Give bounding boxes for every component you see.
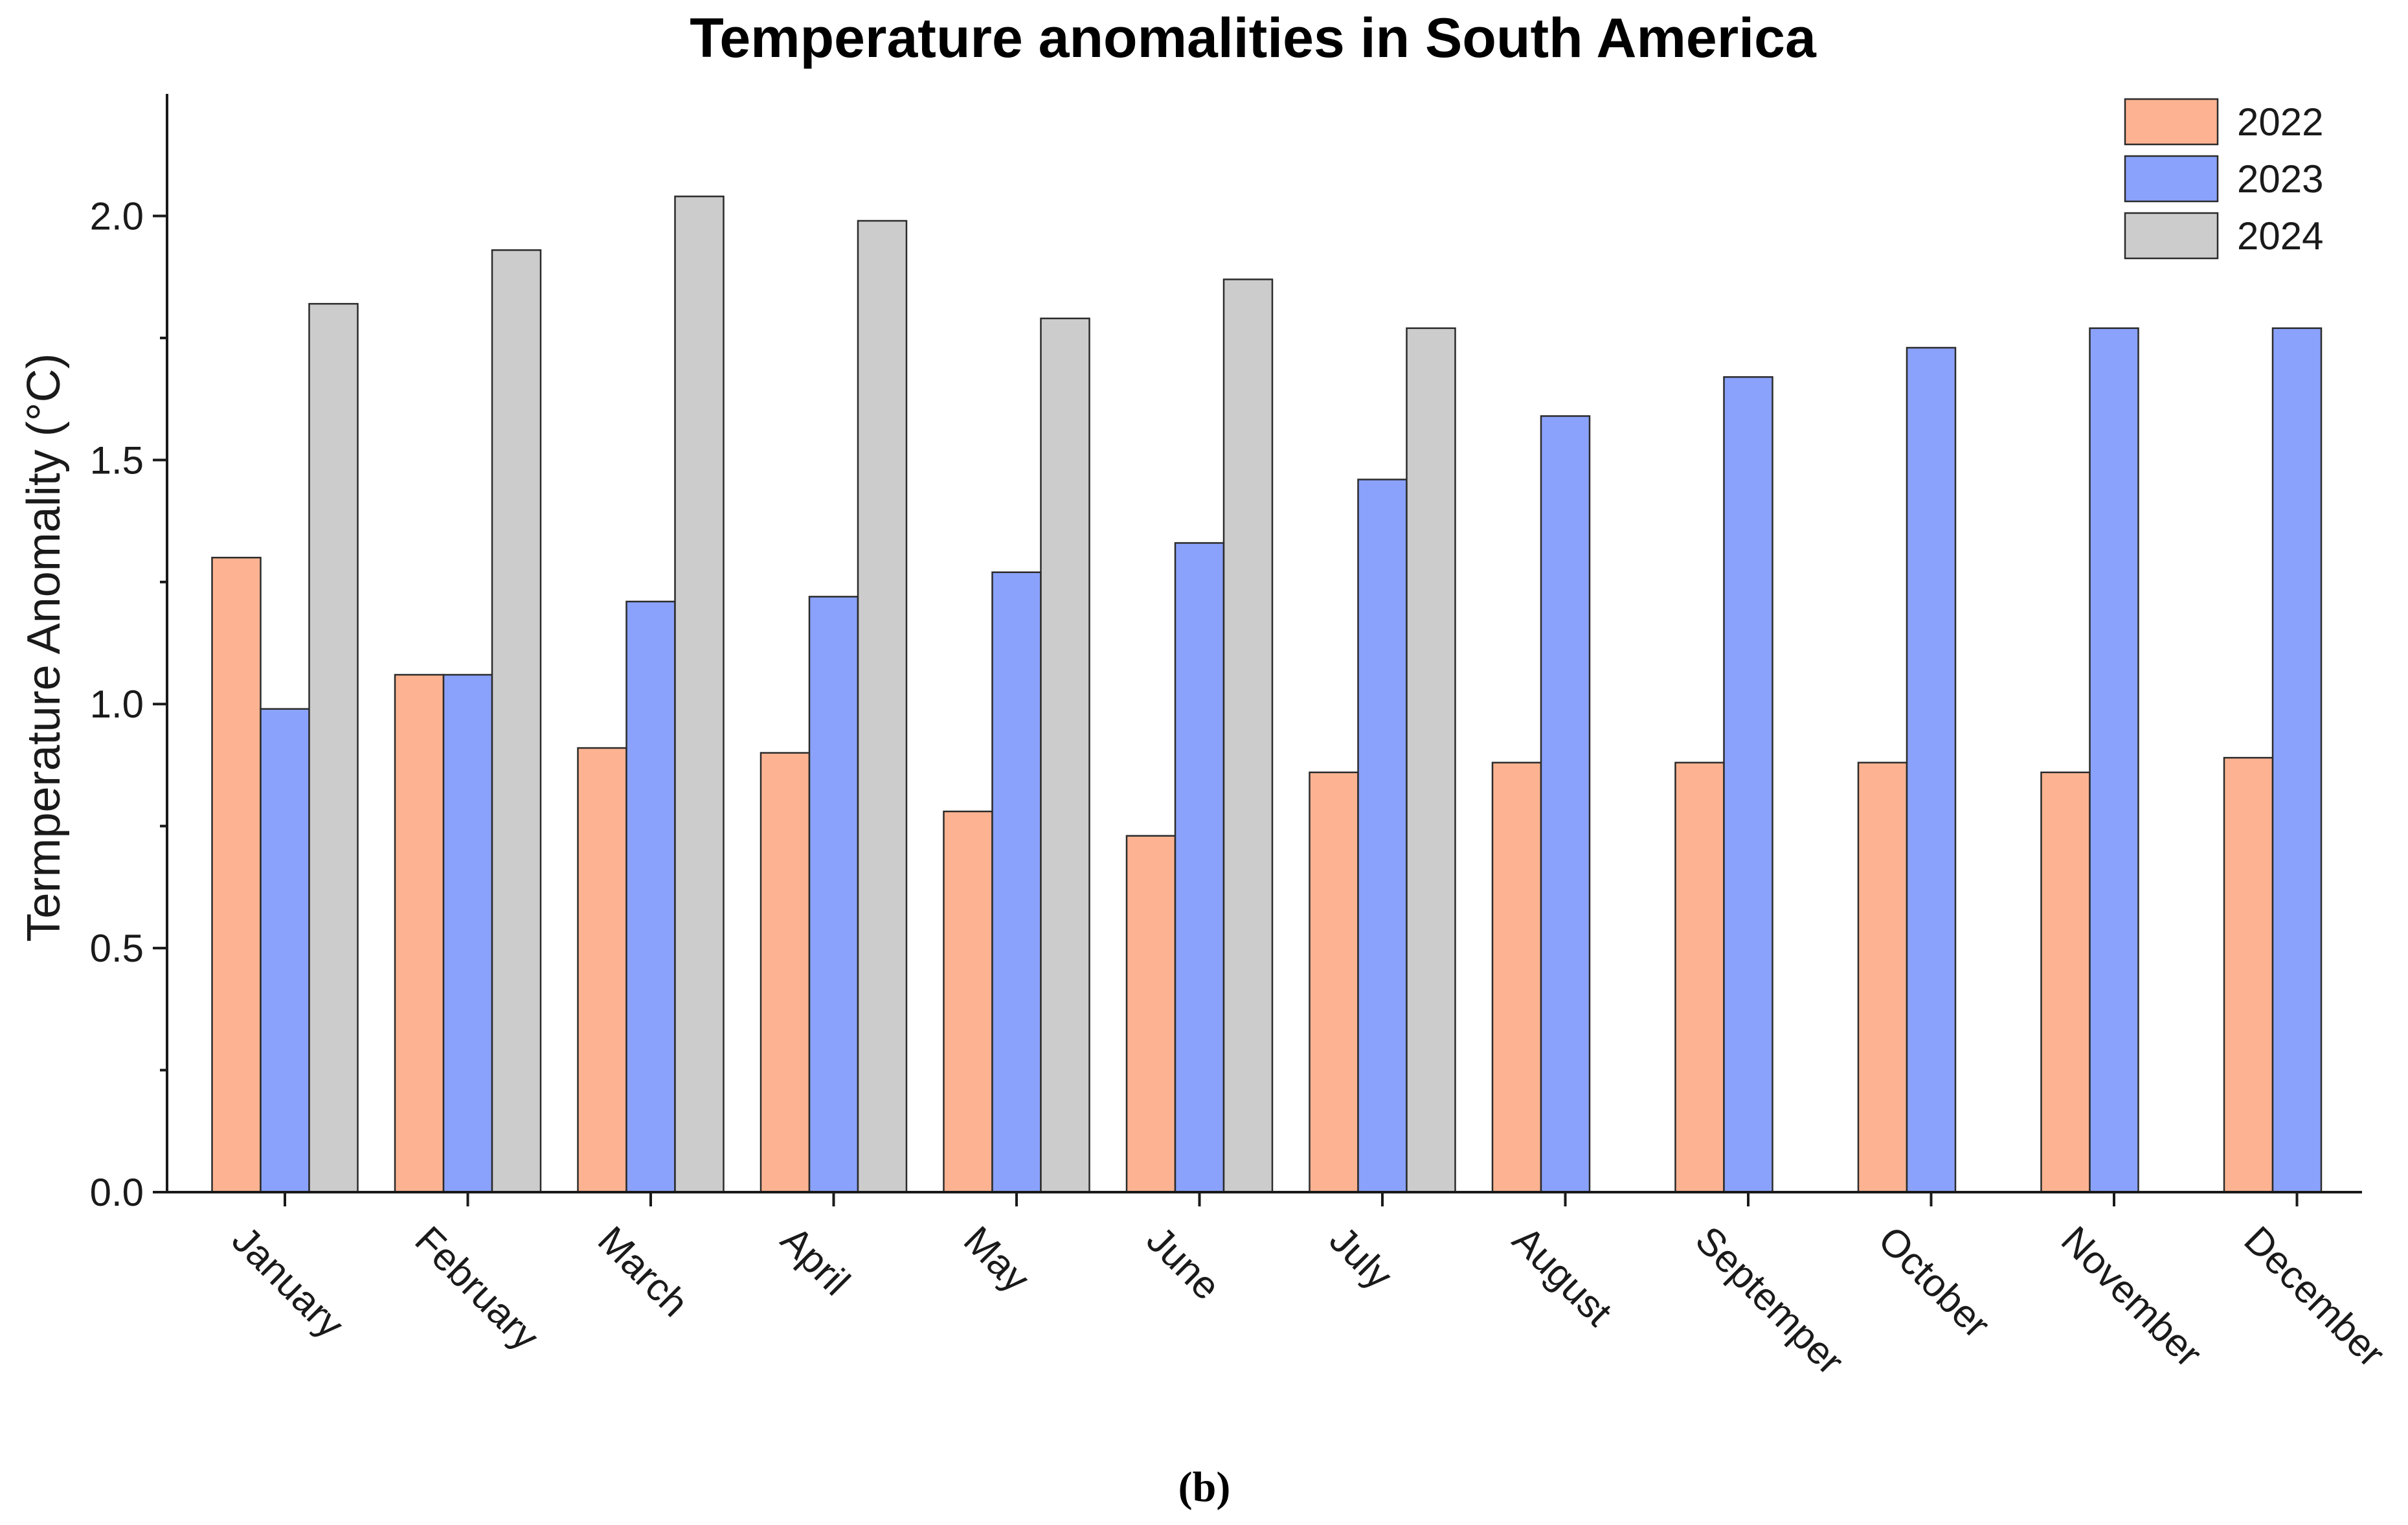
legend-swatch-2024	[2124, 212, 2219, 260]
bar-2022-august	[1491, 762, 1542, 1193]
x-tick-label-november: November	[2053, 1218, 2211, 1375]
y-tick-label: 1.5	[90, 438, 144, 482]
bar-2023-february	[442, 673, 493, 1193]
bars-group	[211, 196, 2323, 1193]
bar-2023-october	[1906, 346, 1957, 1193]
bar-2024-july	[1406, 327, 1456, 1193]
bar-2022-october	[1857, 762, 1908, 1193]
bar-2022-july	[1309, 771, 1359, 1193]
legend-swatch-2023	[2124, 155, 2219, 203]
y-tick-label: 0.5	[90, 927, 144, 970]
bar-2022-december	[2223, 756, 2274, 1193]
bar-2024-march	[674, 196, 725, 1193]
x-ticks-group: January February March April May June July Augu…	[224, 1192, 2393, 1383]
x-tick-label-septemper: Septemper	[1687, 1218, 1852, 1383]
y-tick-label: 0.0	[90, 1171, 144, 1214]
bar-2024-january	[308, 302, 359, 1193]
chart-title: Temperature anomalities in South America	[690, 7, 1817, 69]
legend-swatch-2022	[2124, 98, 2219, 146]
x-tick-label-december: December	[2236, 1218, 2393, 1375]
y-tick-label: 1.0	[90, 683, 144, 726]
x-tick-label-march: March	[590, 1218, 697, 1325]
bar-2023-march	[625, 600, 676, 1193]
bar-2024-june	[1222, 278, 1274, 1193]
bar-2022-june	[1125, 835, 1176, 1193]
legend-label-2022: 2022	[2237, 100, 2323, 144]
y-axis-label: Termperature Anomality (°C)	[18, 353, 70, 942]
y-tick-label: 2.0	[90, 194, 144, 238]
bar-2022-may	[943, 810, 993, 1193]
bar-2023-july	[1357, 479, 1408, 1193]
bar-2022-february	[394, 673, 445, 1193]
bar-2023-august	[1540, 415, 1591, 1193]
legend-label-2023: 2023	[2237, 157, 2323, 201]
x-tick-label-june: June	[1138, 1218, 1228, 1308]
bar-2023-january	[260, 708, 310, 1193]
y-ticks-group: 0.0 0.5 1.0 1.5 2.0	[90, 194, 167, 1214]
bar-2023-december	[2271, 327, 2323, 1193]
legend-label-2024: 2024	[2237, 214, 2323, 258]
legend: 2022 2023 2024	[2124, 98, 2323, 260]
bar-2023-may	[991, 571, 1042, 1193]
bar-2022-septemper	[1674, 762, 1725, 1193]
x-tick-label-january: January	[224, 1218, 352, 1346]
bar-2023-septemper	[1723, 376, 1773, 1193]
bar-2022-march	[577, 747, 627, 1193]
bar-2023-june	[1174, 542, 1225, 1193]
axes-group	[166, 94, 2362, 1193]
bar-2022-april	[760, 752, 811, 1193]
bar-2022-november	[2040, 771, 2091, 1193]
x-tick-label-october: October	[1870, 1218, 1998, 1346]
bar-2022-january	[211, 556, 262, 1193]
x-tick-label-february: February	[407, 1218, 547, 1359]
x-tick-label-august: August	[1504, 1218, 1621, 1335]
bar-2024-april	[857, 220, 908, 1193]
bar-2023-november	[2089, 327, 2139, 1193]
bar-2024-february	[491, 249, 542, 1193]
x-tick-label-may: May	[956, 1218, 1039, 1301]
x-tick-label-april: April	[772, 1218, 858, 1304]
bar-2023-april	[808, 596, 859, 1193]
bar-2024-may	[1040, 317, 1090, 1193]
figure-caption: (b)	[1178, 1463, 1231, 1511]
x-tick-label-july: July	[1322, 1218, 1401, 1298]
